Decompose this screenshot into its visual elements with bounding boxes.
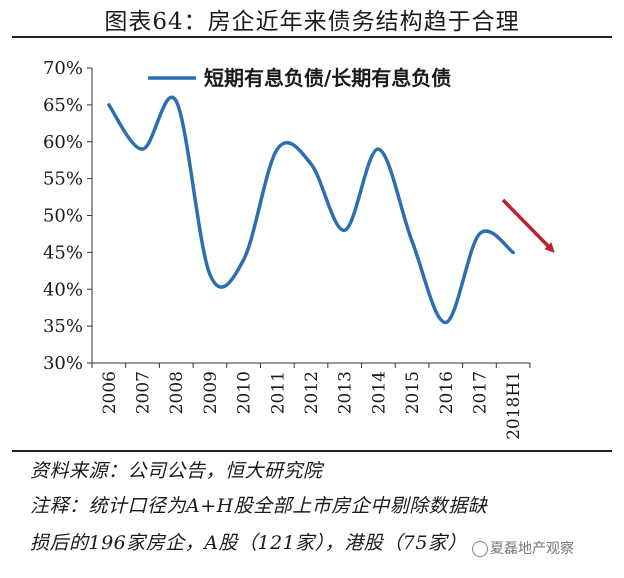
y-tick-label: 35% [43,316,83,337]
trend-arrow [501,198,555,253]
source-text: 资料来源：公司公告，恒大研究院 [30,460,323,482]
title-rule [12,36,612,38]
x-tick-label: 2013 [336,371,356,414]
y-tick-label: 40% [43,279,83,300]
watermark-text: 夏磊地产观察 [490,541,574,557]
x-tick-label: 2006 [100,371,120,414]
x-tick-label: 2017 [470,371,490,414]
x-tick-label: 2007 [134,371,154,414]
x-tick-label: 2008 [167,371,187,414]
y-tick-label: 45% [43,242,83,263]
line-chart: 30% 35% 40% 45% 50% 55% 60% 65% 70% 2006 2007 2008 2… [43,58,555,440]
y-tick-label: 55% [43,169,83,190]
x-tick-label: 2011 [268,371,288,414]
wechat-icon [472,541,488,557]
footer-rule [12,450,612,452]
note-line-2: 损后的196家房企，A股（121家），港股（75家） [30,532,467,554]
y-tick-label: 30% [43,353,83,374]
legend-label: 短期有息负债/长期有息负债 [204,66,451,90]
x-tick-label: 2009 [201,371,221,414]
x-tick-label: 2014 [369,371,389,414]
x-tick-label: 2016 [437,371,457,414]
note-line-1: 注释：统计口径为A+H股全部上市房企中剔除数据缺 [30,495,488,517]
y-tick-label: 65% [43,95,83,116]
y-tick-label: 60% [43,132,83,153]
x-tick-label: 2015 [403,371,423,414]
watermark: 夏磊地产观察 [470,538,576,558]
y-tick-label: 50% [43,206,83,227]
series-line [107,95,515,325]
x-tick-label: 2010 [235,371,255,414]
x-tick-label: 2018H1 [504,371,524,440]
y-tick-label: 70% [43,58,83,79]
x-tick-label: 2012 [302,371,322,414]
chart-title: 图表64：房企近年来债务结构趋于合理 [104,9,520,35]
